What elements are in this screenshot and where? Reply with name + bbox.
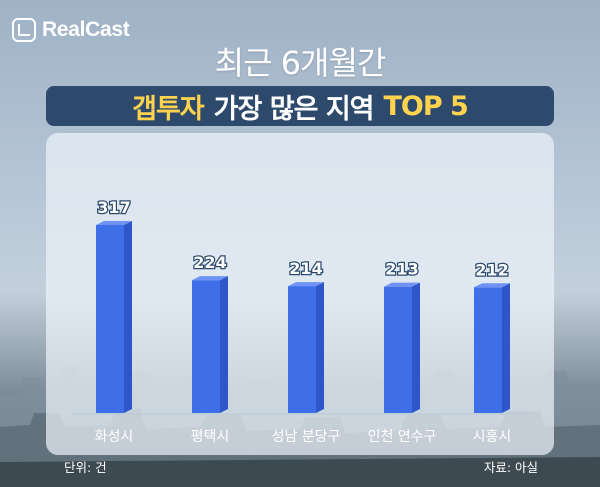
title-highlight-top5: TOP 5 xyxy=(383,90,469,122)
brand-name: RealCast xyxy=(42,18,130,41)
bar-1 xyxy=(96,221,132,413)
value-label-2: 224 xyxy=(193,253,226,272)
bar-side-face xyxy=(412,282,420,413)
bar-side-face xyxy=(220,276,228,413)
title-middle: 가장 많은 지역 xyxy=(213,93,375,125)
bar-side-face xyxy=(502,283,510,413)
bar-front-face xyxy=(96,225,124,413)
bar-front-face xyxy=(384,286,412,413)
value-label-4: 213 xyxy=(385,260,418,279)
bar-front-face xyxy=(474,287,502,413)
category-label-5: 시흥시 xyxy=(473,429,512,445)
bar-front-face xyxy=(192,280,220,413)
title-highlight-gap-investment: 갭투자 xyxy=(132,93,205,125)
bar-4 xyxy=(384,282,420,413)
brand-logo: RealCast xyxy=(12,18,130,42)
bar-top-face xyxy=(192,276,228,281)
bar-top-face xyxy=(288,282,324,287)
bar-top-face xyxy=(96,221,132,225)
source-label: 자료: 아실 xyxy=(483,460,538,475)
title-line-1: 최근 6개월간 xyxy=(214,44,387,82)
realcast-logo-icon xyxy=(12,18,36,42)
bar-5 xyxy=(474,283,510,413)
value-label-5: 212 xyxy=(475,260,508,279)
value-label-1: 317 xyxy=(97,198,130,217)
bar-side-face xyxy=(124,221,132,413)
value-label-3: 214 xyxy=(289,259,322,278)
category-label-4: 인천 연수구 xyxy=(368,429,437,445)
unit-label: 단위: 건 xyxy=(64,460,107,475)
bar-side-face xyxy=(316,282,324,413)
bar-2 xyxy=(192,276,228,413)
category-label-3: 성남 분당구 xyxy=(272,429,341,445)
title-bar: 갭투자 가장 많은 지역 TOP 5 xyxy=(46,86,554,126)
bar-3 xyxy=(288,282,324,413)
bar-top-face xyxy=(474,283,510,288)
bar-top-face xyxy=(384,282,420,287)
category-label-2: 평택시 xyxy=(191,429,230,445)
bar-front-face xyxy=(288,286,316,413)
category-label-1: 화성시 xyxy=(95,429,134,445)
